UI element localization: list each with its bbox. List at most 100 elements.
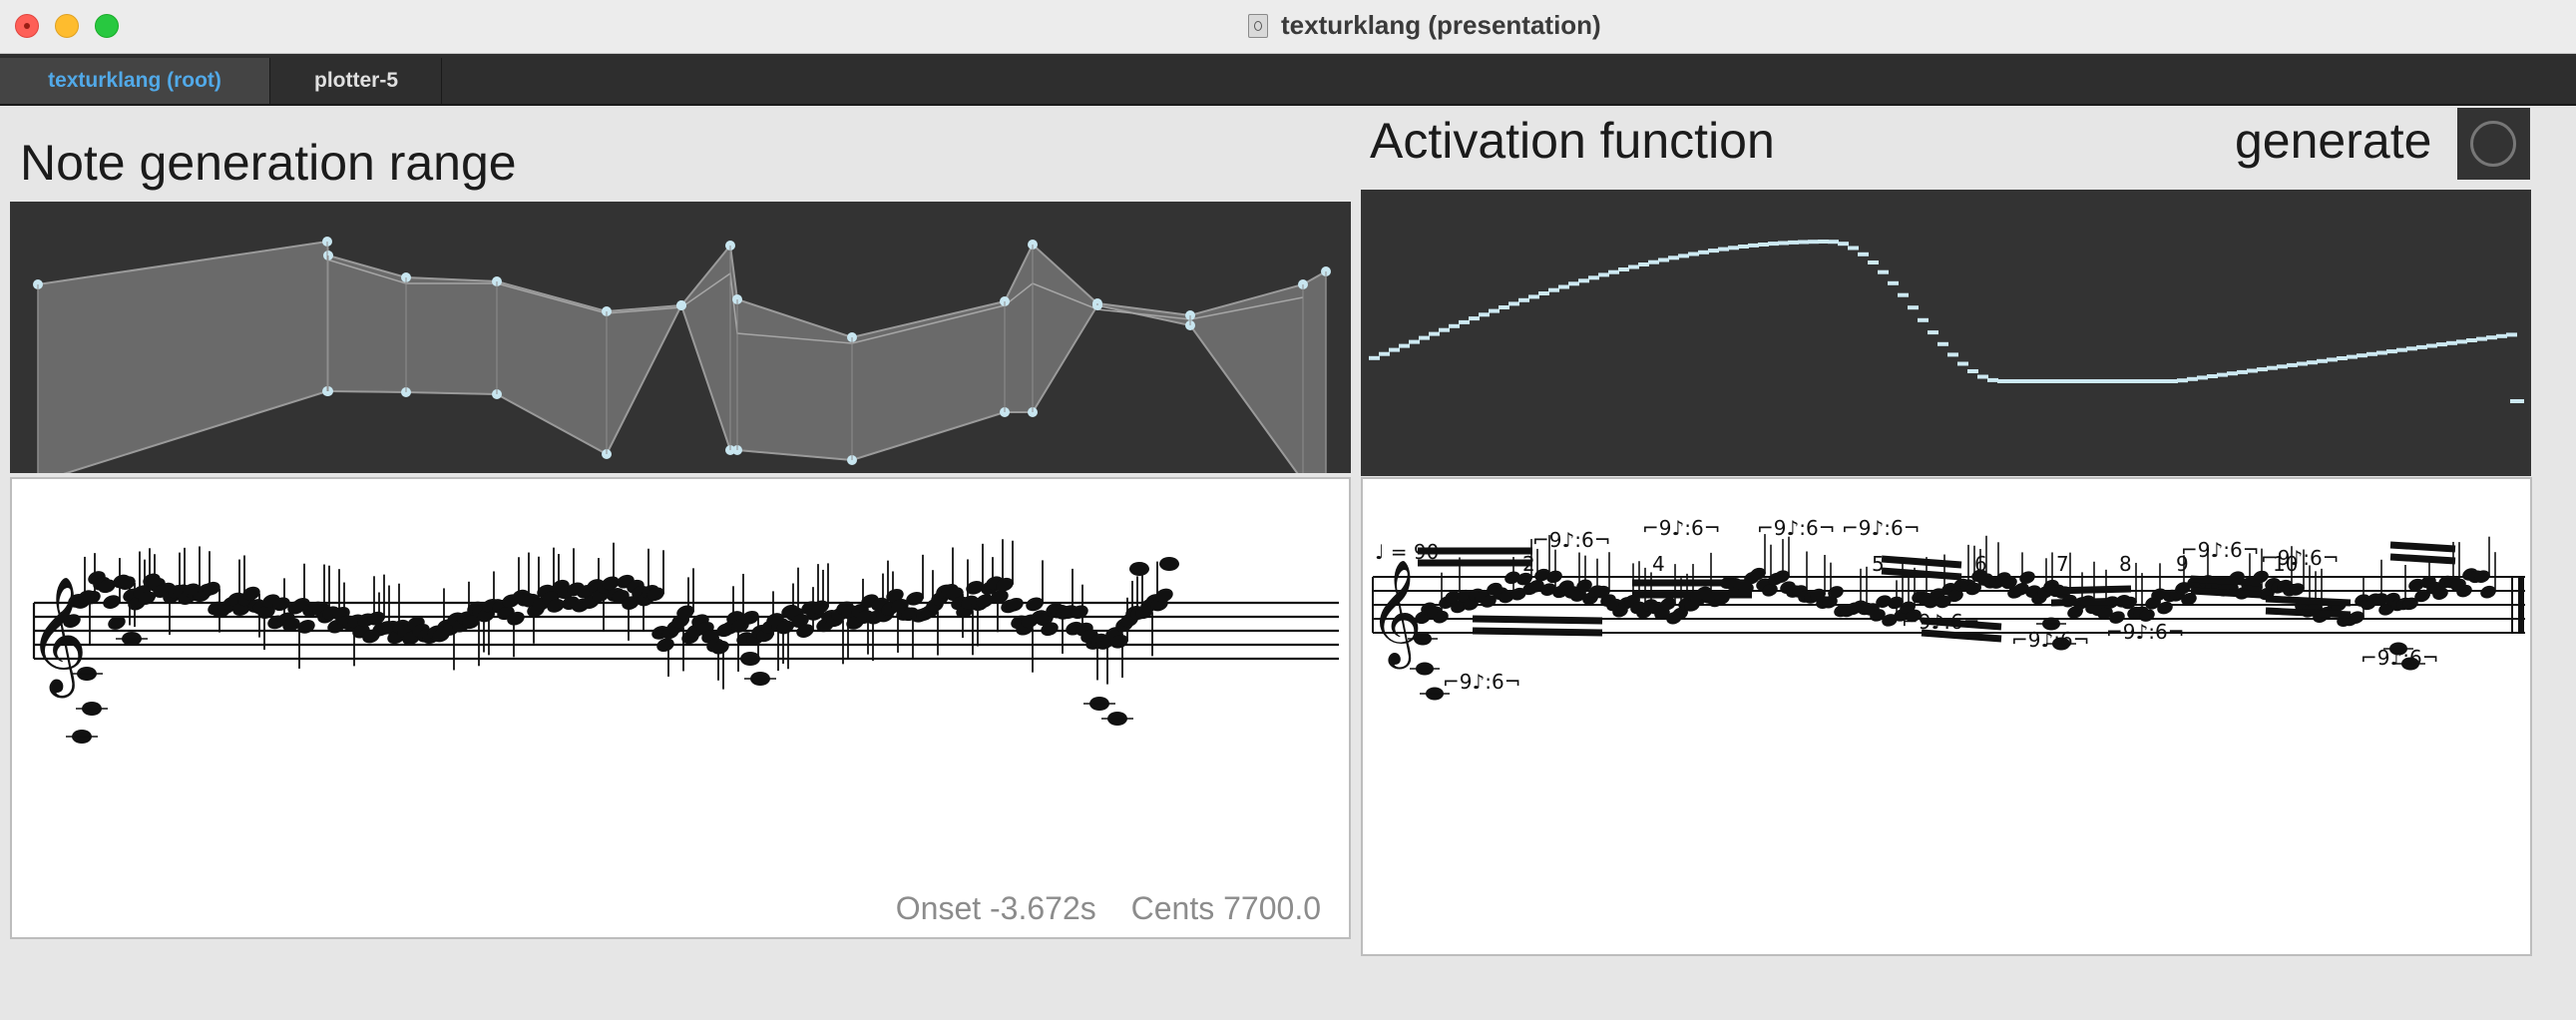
note-cloud-score[interactable]: 𝄞 Onset -3.672s Cents 7700.0 xyxy=(10,477,1351,939)
activation-step xyxy=(2087,379,2098,383)
note-head xyxy=(1906,609,1922,623)
tab-texturklang-root[interactable]: texturklang (root) xyxy=(0,58,270,104)
note-head xyxy=(1481,595,1497,608)
note-head xyxy=(602,576,620,591)
activation-step xyxy=(1718,247,1729,252)
activation-step xyxy=(1618,267,1629,271)
activation-step xyxy=(2347,354,2358,359)
note-head xyxy=(2432,587,2448,600)
note-head xyxy=(2139,609,2155,622)
activation-step xyxy=(1608,269,1619,274)
note-head xyxy=(2157,601,2173,615)
activation-step xyxy=(2237,369,2248,374)
note-head xyxy=(2097,606,2113,620)
activation-step xyxy=(2027,379,2038,383)
note-head xyxy=(1534,568,1550,582)
note-range-editor[interactable] xyxy=(10,202,1351,473)
activation-step xyxy=(1778,241,1789,246)
note-head xyxy=(1499,590,1514,604)
title-bar: texturklang (presentation) xyxy=(0,0,2576,54)
activation-step xyxy=(2426,343,2437,348)
note-head xyxy=(507,611,525,626)
activation-step xyxy=(1588,275,1599,280)
range-upper-line xyxy=(37,240,1327,339)
activation-step xyxy=(1638,262,1649,266)
activation-step xyxy=(2117,379,2128,383)
generate-button[interactable] xyxy=(2457,108,2530,180)
activation-step xyxy=(1439,327,1450,332)
activation-step xyxy=(1469,316,1480,321)
activation-step xyxy=(1947,352,1958,357)
activation-step xyxy=(2207,374,2218,378)
note-head xyxy=(622,596,640,610)
beam xyxy=(2265,595,2352,607)
activation-step xyxy=(1479,312,1490,317)
activation-step xyxy=(2287,362,2298,367)
tuplet-label: ⌐9♪:6¬ xyxy=(1642,516,1720,540)
beam xyxy=(1921,629,2002,643)
activation-step xyxy=(1957,361,1968,366)
activation-step-canvas[interactable] xyxy=(1361,190,2531,476)
note-head xyxy=(1570,589,1586,602)
note-head xyxy=(1876,595,1892,608)
note-head xyxy=(906,591,924,606)
range-envelope-area xyxy=(37,241,1327,473)
activation-heading: Activation function xyxy=(1370,113,1775,169)
activation-step xyxy=(2307,360,2318,365)
activation-step xyxy=(1738,245,1749,249)
tuplet-label: ⌐9♪:6¬ xyxy=(1902,610,1979,634)
note-head xyxy=(1576,579,1592,593)
note-head xyxy=(811,600,829,615)
note-head xyxy=(1129,562,1149,576)
note-head xyxy=(2019,571,2035,584)
note-head xyxy=(741,610,759,625)
measure-number: 9 xyxy=(2176,552,2189,576)
quantized-score[interactable]: 𝄞♩ = 90245678910⌐9♪:6¬⌐9♪:6¬⌐9♪:6¬⌐9♪:6¬… xyxy=(1361,477,2532,956)
close-window-button[interactable] xyxy=(15,14,39,38)
beam xyxy=(2389,541,2456,553)
zoom-window-button[interactable] xyxy=(95,14,119,38)
note-head xyxy=(991,590,1009,604)
activation-step xyxy=(1628,264,1639,269)
activation-step xyxy=(1568,281,1579,286)
activation-step xyxy=(2047,379,2058,383)
activation-step xyxy=(2177,378,2188,383)
activation-step xyxy=(1838,242,1849,247)
activation-step xyxy=(1548,287,1559,292)
note-head xyxy=(1445,591,1461,604)
range-breakpoint xyxy=(676,300,686,310)
activation-step xyxy=(2167,379,2178,383)
activation-step xyxy=(1748,243,1759,248)
minimize-window-button[interactable] xyxy=(55,14,79,38)
note-head xyxy=(2480,585,2496,599)
tab-plotter-5[interactable]: plotter-5 xyxy=(271,58,442,104)
activation-step xyxy=(1977,374,1988,379)
activation-step xyxy=(1828,240,1839,245)
activation-step xyxy=(1798,240,1809,245)
activation-step xyxy=(2057,379,2068,383)
tuplet-label: ⌐9♪:6¬ xyxy=(1842,516,1920,540)
activation-step xyxy=(2257,367,2268,372)
range-envelope-canvas[interactable] xyxy=(10,202,1351,473)
activation-step xyxy=(1598,272,1609,277)
activation-step xyxy=(1688,252,1699,256)
activation-step xyxy=(1528,294,1539,299)
activation-step xyxy=(2217,372,2228,377)
note-head xyxy=(297,620,315,634)
note-head xyxy=(1516,572,1532,586)
activation-step xyxy=(2077,379,2088,383)
note-head xyxy=(1504,571,1520,585)
note-head xyxy=(1026,597,1044,612)
activation-step xyxy=(1848,246,1859,251)
activation-step xyxy=(2277,364,2288,369)
activation-step xyxy=(1379,351,1390,356)
note-head xyxy=(1750,567,1766,581)
measure-number: 7 xyxy=(2056,552,2069,576)
activation-step xyxy=(2297,361,2308,366)
note-head xyxy=(1110,634,1128,649)
measure-number: 8 xyxy=(2119,552,2132,576)
activation-step xyxy=(2376,350,2387,355)
activation-step xyxy=(1399,343,1410,348)
note-head xyxy=(2474,570,2490,583)
activation-function-plot[interactable] xyxy=(1361,190,2531,476)
